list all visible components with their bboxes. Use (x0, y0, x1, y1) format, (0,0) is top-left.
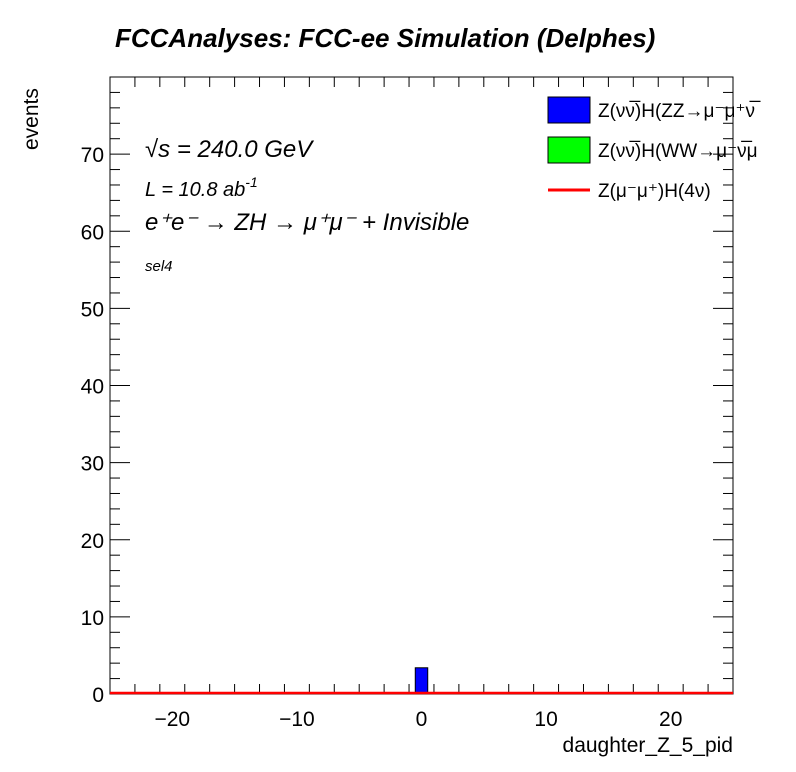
legend-swatch (547, 96, 591, 124)
y-tick-label: 70 (81, 144, 104, 167)
y-tick-label: 60 (81, 221, 104, 244)
y-tick-label: 50 (81, 298, 104, 321)
legend-label: Z(μ⁻μ⁺)H(4ν) (598, 181, 711, 202)
energy-annotation: √s = 240.0 GeV (145, 136, 314, 163)
x-tick-label: 10 (534, 708, 557, 731)
process-annotation: e⁺e⁻ → ZH → μ⁺μ⁻ + Invisible (145, 209, 469, 236)
y-axis: 0 10 20 30 40 50 60 70 (81, 76, 733, 707)
plot-frame (109, 76, 734, 695)
legend-swatch (547, 136, 591, 164)
y-tick-label: 10 (81, 607, 104, 630)
lumi-exponent: -1 (245, 174, 257, 190)
x-tick-label: 0 (416, 708, 428, 731)
y-tick-label: 20 (81, 530, 104, 553)
chart-title: FCCAnalyses: FCC-ee Simulation (Delphes) (115, 23, 655, 53)
x-axis: −20 −10 0 10 20 (109, 77, 734, 731)
y-tick-label: 0 (92, 684, 104, 707)
x-tick-label: −10 (279, 708, 315, 731)
y-axis-title: events (20, 88, 43, 150)
y-tick-label: 30 (81, 453, 104, 476)
selection-annotation: sel4 (145, 258, 173, 275)
legend-label: Z(νν̅)H(WW→μ⁻ν̅μ (598, 141, 758, 162)
histogram-bar (414, 667, 429, 695)
x-tick-label: 20 (659, 708, 682, 731)
x-tick-label: −20 (154, 708, 190, 731)
y-tick-label: 40 (81, 376, 104, 399)
lumi-annotation: L = 10.8 ab-1 (145, 174, 258, 201)
lumi-prefix: L = 10.8 ab (145, 179, 245, 201)
legend-label: Z(νν̅)H(ZZ→μ⁻μ⁺ν̅ (598, 101, 761, 122)
plot-area-border (109, 76, 734, 695)
x-axis-title: daughter_Z_5_pid (563, 734, 733, 757)
histogram-bars (414, 667, 429, 695)
legend: Z(νν̅)H(ZZ→μ⁻μ⁺ν̅ Z(νν̅)H(WW→μ⁻ν̅μ Z(μ⁻μ⁺)… (547, 96, 761, 202)
annotations: √s = 240.0 GeV L = 10.8 ab-1 e⁺e⁻ → ZH →… (145, 136, 469, 275)
